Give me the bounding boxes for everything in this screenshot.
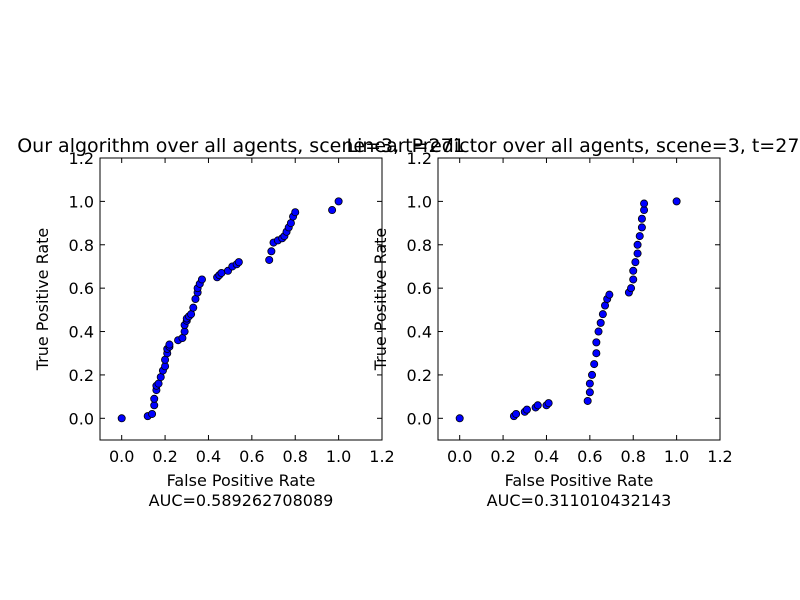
data-point xyxy=(334,197,343,206)
data-point xyxy=(189,303,198,312)
x-tick-label: 1.2 xyxy=(369,447,394,466)
data-point xyxy=(286,219,295,228)
data-point xyxy=(627,284,636,293)
data-point xyxy=(592,349,601,358)
data-point xyxy=(234,258,243,267)
data-point xyxy=(165,340,174,349)
data-point xyxy=(672,197,681,206)
data-point xyxy=(512,409,521,418)
chart-title: Linear Predictor over all agents, scene=… xyxy=(346,135,800,157)
data-point xyxy=(640,199,649,208)
data-point xyxy=(601,301,610,310)
y-tick-label: 0.8 xyxy=(69,236,94,255)
data-point xyxy=(596,318,605,327)
data-point xyxy=(154,379,163,388)
x-tick-label: 0.0 xyxy=(447,447,472,466)
x-tick-label: 0.6 xyxy=(239,447,264,466)
x-tick-label: 0.2 xyxy=(490,447,515,466)
y-tick-label: 0.8 xyxy=(407,236,432,255)
y-tick-label: 1.2 xyxy=(407,149,432,168)
data-point xyxy=(150,394,159,403)
data-point xyxy=(161,355,170,364)
data-point xyxy=(590,360,599,369)
roc-panel-our-algorithm: Our algorithm over all agents, scene=3, … xyxy=(17,135,465,510)
data-point xyxy=(585,388,594,397)
data-point xyxy=(522,405,531,414)
chart-title: Our algorithm over all agents, scene=3, … xyxy=(17,135,465,157)
data-point xyxy=(455,414,464,423)
x-tick-label: 0.4 xyxy=(196,447,221,466)
data-point xyxy=(191,294,200,303)
x-axis-label: False Positive Rate xyxy=(167,471,316,490)
roc-panel-linear-predictor: Linear Predictor over all agents, scene=… xyxy=(346,135,800,510)
data-point xyxy=(187,310,196,319)
y-tick-label: 1.2 xyxy=(69,149,94,168)
data-point xyxy=(148,409,157,418)
data-point xyxy=(328,206,337,215)
x-tick-label: 1.0 xyxy=(664,447,689,466)
data-point xyxy=(156,373,165,382)
data-point xyxy=(197,275,206,284)
data-point xyxy=(178,334,187,343)
plot-frame xyxy=(99,157,383,441)
scatter-points xyxy=(117,197,343,423)
data-point xyxy=(637,223,646,232)
y-axis-label: True Positive Rate xyxy=(33,228,52,372)
data-point xyxy=(291,208,300,217)
y-tick-label: 0.4 xyxy=(69,323,94,342)
y-tick-label: 0.0 xyxy=(69,409,94,428)
y-tick-label: 0.0 xyxy=(407,409,432,428)
data-point xyxy=(594,327,603,336)
axis-ticks: 0.0 0.2 0.4 0.6 0.8 1.0 1.2 0.0 0.2 0.4 0.6 0.8 1.0 1… xyxy=(69,149,395,466)
x-tick-label: 1.0 xyxy=(326,447,351,466)
plot-frame xyxy=(437,157,721,441)
axis-ticks: 0.0 0.2 0.4 0.6 0.8 1.0 1.2 0.0 0.2 0.4 0.6 0.8 1.0 1… xyxy=(407,149,733,466)
x-tick-label: 0.6 xyxy=(577,447,602,466)
data-point xyxy=(635,232,644,241)
x-axis-label: False Positive Rate xyxy=(505,471,654,490)
data-point xyxy=(533,401,542,410)
data-point xyxy=(631,258,640,267)
y-tick-label: 0.6 xyxy=(407,279,432,298)
y-tick-label: 0.2 xyxy=(407,366,432,385)
y-tick-label: 0.6 xyxy=(69,279,94,298)
data-point xyxy=(629,266,638,275)
y-tick-label: 0.4 xyxy=(407,323,432,342)
data-point xyxy=(629,275,638,284)
y-tick-label: 0.2 xyxy=(69,366,94,385)
data-point xyxy=(544,399,553,408)
scatter-points xyxy=(455,197,681,423)
x-tick-label: 0.8 xyxy=(621,447,646,466)
data-point xyxy=(633,249,642,258)
data-point xyxy=(583,396,592,405)
data-point xyxy=(637,214,646,223)
data-point xyxy=(633,240,642,249)
data-point xyxy=(117,414,126,423)
x-tick-label: 0.2 xyxy=(152,447,177,466)
y-tick-label: 1.0 xyxy=(69,192,94,211)
data-point xyxy=(598,310,607,319)
data-point xyxy=(585,379,594,388)
data-point xyxy=(592,338,601,347)
data-point xyxy=(605,290,614,299)
x-tick-label: 1.2 xyxy=(707,447,732,466)
data-point xyxy=(217,268,226,277)
data-point xyxy=(265,255,274,264)
auc-label: AUC=0.311010432143 xyxy=(487,491,672,510)
auc-label: AUC=0.589262708089 xyxy=(149,491,334,510)
data-point xyxy=(267,247,276,256)
y-tick-label: 1.0 xyxy=(407,192,432,211)
x-tick-label: 0.4 xyxy=(534,447,559,466)
x-tick-label: 0.0 xyxy=(109,447,134,466)
y-axis-label: True Positive Rate xyxy=(371,228,390,372)
x-tick-label: 0.8 xyxy=(283,447,308,466)
data-point xyxy=(588,370,597,379)
